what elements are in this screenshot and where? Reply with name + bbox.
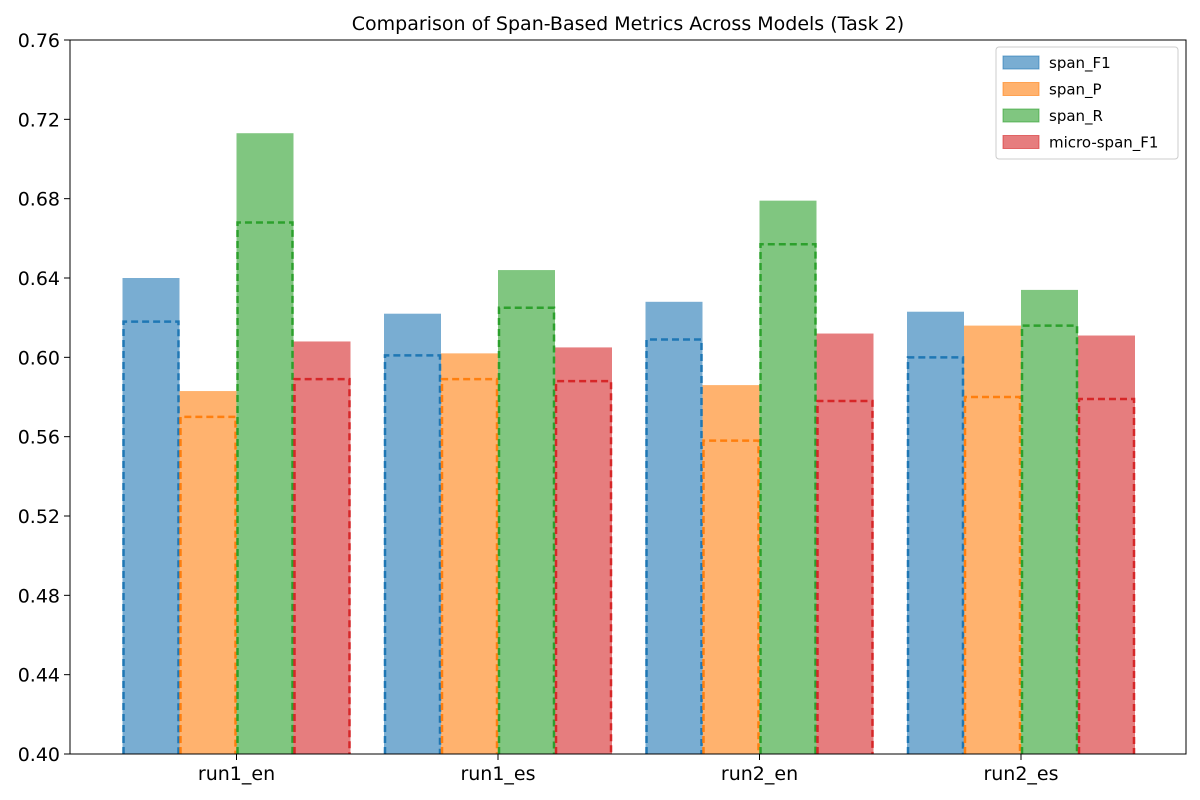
dashed-outline-micro-span_F1-run1_en xyxy=(293,377,351,754)
legend-swatch-micro-span_F1 xyxy=(1002,135,1040,149)
bar-span_R-run2_en xyxy=(759,200,817,754)
bar-span_F1-run2_es xyxy=(907,311,964,754)
legend-swatch-span_P xyxy=(1002,82,1040,96)
bars-layer xyxy=(122,133,1135,754)
legend: span_F1 span_P span_R micro-span_F1 xyxy=(995,46,1179,160)
legend-label-span_P: span_P xyxy=(1049,81,1102,100)
dashed-outline-span_R-run2_en xyxy=(759,243,817,754)
dashed-outline-span_P-run2_en xyxy=(702,439,760,754)
bar-span_P-run2_en xyxy=(702,385,760,754)
bar-span_R-run2_es xyxy=(1021,289,1078,754)
y-tick-label: 0.52 xyxy=(18,506,60,528)
dashed-outline-span_R-run2_es xyxy=(1020,324,1079,754)
bar-span_F1-run1_en xyxy=(122,278,180,754)
chart-title: Comparison of Span-Based Metrics Across … xyxy=(352,13,904,35)
y-tick-label: 0.68 xyxy=(18,189,60,211)
dashed-outline-span_F1-run1_es xyxy=(383,354,442,754)
bar-span_F1-run1_es xyxy=(384,313,441,754)
y-axis: 0.40 0.44 0.48 0.52 0.56 0.60 0.64 0.68 0.72 0.76 xyxy=(18,30,70,766)
bar-micro-span_F1-run2_en xyxy=(816,333,874,754)
dashed-outline-span_F1-run2_es xyxy=(906,356,965,754)
dashed-outline-span_R-run1_es xyxy=(497,306,556,754)
bar-micro-span_F1-run1_en xyxy=(293,341,351,754)
bar-span_R-run1_en xyxy=(236,133,294,754)
y-tick-label: 0.76 xyxy=(18,30,60,52)
y-tick-label: 0.60 xyxy=(18,347,60,369)
dashed-outline-span_F1-run2_en xyxy=(645,338,703,754)
dashed-outline-span_R-run1_en xyxy=(236,221,294,754)
y-tick-label: 0.64 xyxy=(18,268,60,290)
legend-label-span_R: span_R xyxy=(1049,107,1103,126)
dashed-outline-micro-span_F1-run1_es xyxy=(554,379,613,754)
plot-frame xyxy=(69,39,1187,755)
bar-span_R-run1_es xyxy=(498,270,555,754)
dashed-outline-span_P-run2_es xyxy=(963,395,1022,754)
legend-swatch-span_R xyxy=(1002,108,1040,123)
legend-label-span_F1: span_F1 xyxy=(1049,54,1111,73)
dashed-outline-layer xyxy=(122,221,1136,754)
dashed-outline-span_P-run1_en xyxy=(179,415,237,754)
bar-span_P-run1_en xyxy=(179,391,237,754)
x-axis: run1_en run1_es run2_en run2_es xyxy=(198,754,1059,785)
y-tick-label: 0.48 xyxy=(18,585,60,607)
legend-label-micro-span_F1: micro-span_F1 xyxy=(1049,134,1158,153)
bar-micro-span_F1-run1_es xyxy=(555,347,612,754)
dashed-outline-micro-span_F1-run2_en xyxy=(816,399,874,754)
legend-swatch-span_F1 xyxy=(1002,55,1040,70)
bar-span_F1-run2_en xyxy=(645,301,703,754)
x-tick-label-run1_en: run1_en xyxy=(198,763,275,785)
y-tick-label: 0.72 xyxy=(18,109,60,131)
x-tick-label-run1_es: run1_es xyxy=(460,763,535,785)
bar-span_P-run2_es xyxy=(964,325,1021,754)
bar-micro-span_F1-run2_es xyxy=(1078,335,1135,754)
y-tick-label: 0.56 xyxy=(18,427,60,449)
dashed-outline-micro-span_F1-run2_es xyxy=(1077,397,1136,754)
y-tick-label: 0.44 xyxy=(18,665,60,687)
x-tick-label-run2_es: run2_es xyxy=(983,763,1058,785)
legend-box xyxy=(995,46,1179,160)
y-tick-label: 0.40 xyxy=(18,744,60,766)
bar-span_P-run1_es xyxy=(441,353,498,754)
x-tick-label-run2_en: run2_en xyxy=(721,763,798,785)
dashed-outline-span_P-run1_es xyxy=(440,377,499,754)
